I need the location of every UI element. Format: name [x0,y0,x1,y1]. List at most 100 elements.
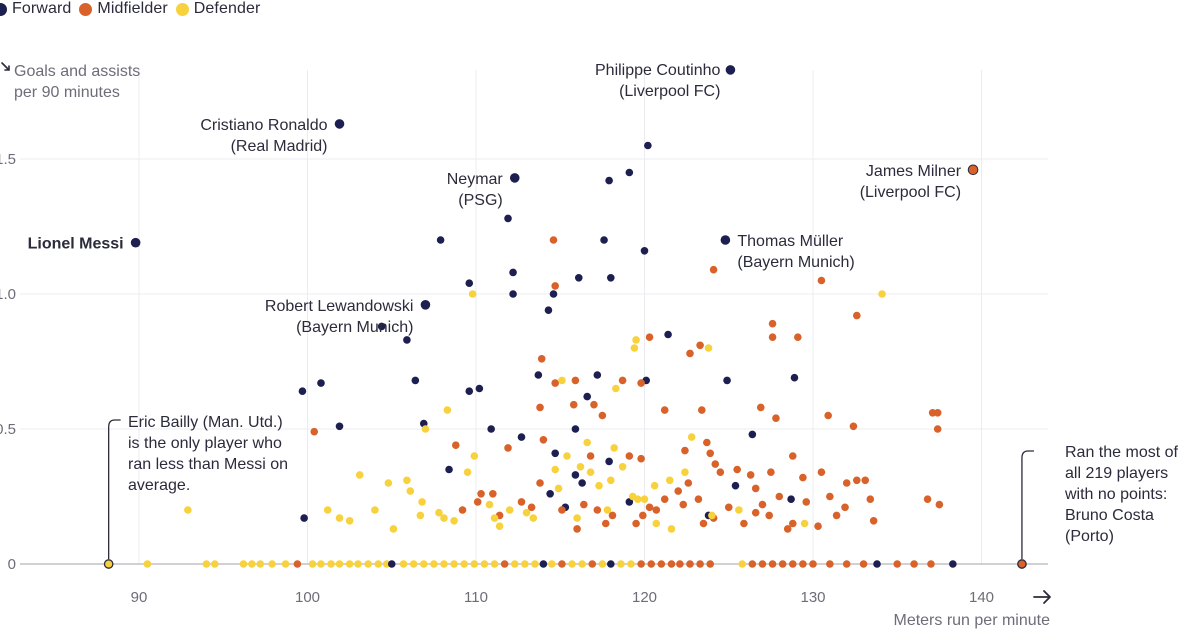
data-point-defender [418,498,426,506]
data-point-midfielder [451,441,460,450]
data-point-defender [878,290,886,298]
zero-point [293,560,302,568]
annotation-line: Ran the most of [1065,444,1179,461]
data-point-midfielder [817,276,826,285]
annotation-line: Eric Bailly (Man. Utd.) [128,414,283,431]
data-point-defender [554,484,563,493]
data-point-defender [583,438,592,447]
data-point-forward [644,141,652,150]
zero-point-highlight [103,559,114,569]
data-point-defender [468,290,477,298]
data-point-defender [384,479,393,487]
zero-point [374,560,383,568]
data-point-midfielder [590,400,598,409]
data-point-midfielder [853,311,861,320]
data-point-midfielder [746,471,755,479]
zero-point [706,560,715,568]
legend-swatch [0,2,7,16]
data-point-midfielder [772,414,780,423]
data-point-defender [345,517,354,525]
data-point-defender [416,511,425,520]
data-point-forward [574,274,583,282]
data-point-forward [605,457,613,466]
zero-point [345,560,354,568]
data-point-forward [546,490,554,498]
player-name: James Milner [866,163,962,180]
data-point-defender [505,506,514,514]
data-point-midfielder [645,333,654,342]
zero-point [758,560,767,568]
data-point-midfielder [869,517,878,525]
data-point-defender [630,344,639,352]
zero-point [268,560,276,568]
data-point-defender [595,481,603,490]
data-point-midfielder [716,468,725,477]
legend-label: Midfielder [97,0,168,17]
data-point-midfielder [632,519,640,528]
data-point-forward [436,236,445,244]
data-point-midfielder [832,511,841,520]
annotation-line: ran less than Messi on [128,456,288,473]
data-point-midfielder [569,400,578,409]
data-point-forward [607,274,615,282]
zero-point [588,560,597,568]
zero-point [826,560,834,568]
data-point-defender [633,495,642,504]
data-point-midfielder [593,506,602,514]
data-point-defender [450,517,458,525]
data-point-forward [583,392,592,401]
annotation-line: average. [128,477,190,494]
data-point-midfielder [733,465,741,474]
zero-point [799,560,807,568]
data-point-forward [748,430,757,439]
zero-point [335,560,344,568]
zero-point [657,560,666,568]
zero-point [568,560,576,568]
gridlines [20,70,1048,564]
player-club: (Liverpool FC) [860,184,961,201]
zero-point [521,560,529,568]
data-point-midfielder [536,479,544,487]
zero-point [399,560,408,568]
zero-point [409,560,418,568]
zero-point [842,560,851,568]
legend-swatch [79,2,93,16]
data-point-forward [504,214,512,223]
annotation-leader-costa [1021,450,1034,559]
data-point-defender [735,506,743,514]
x-tick-label: 110 [464,589,488,606]
data-point-midfielder [660,406,669,414]
data-point-midfielder [504,444,512,452]
player-name: Philippe Coutinho [595,62,721,79]
data-point-midfielder [473,498,482,506]
data-point-defender [610,444,618,452]
zero-point [788,560,797,568]
zero-point [354,560,362,568]
data-point-midfielder [684,479,693,487]
player-club: (PSG) [458,192,502,209]
data-point-defender [435,508,443,517]
zero-point [281,560,290,568]
data-point-midfielder [711,460,720,468]
annotation-leader-bailly [108,419,121,559]
y-axis-arrow-icon [1,62,10,71]
data-point-forward [790,373,799,382]
data-point-midfielder [853,476,861,485]
data-point-midfielder [933,409,942,417]
zero-point [598,560,607,568]
data-point-forward [723,376,731,385]
data-point-defender [586,468,595,477]
data-point-forward [578,479,586,487]
legend-item: Defender [175,0,261,18]
x-tick-label: 120 [632,589,657,606]
data-point-defender [335,514,344,522]
data-point-midfielder [573,525,581,533]
data-point-midfielder [724,503,733,512]
data-point-midfielder [694,495,703,504]
data-point-defender [650,481,659,490]
data-point-midfielder [696,341,704,350]
player-name: Neymar [447,171,504,188]
zero-point [500,560,509,568]
data-point-midfielder [706,449,715,458]
